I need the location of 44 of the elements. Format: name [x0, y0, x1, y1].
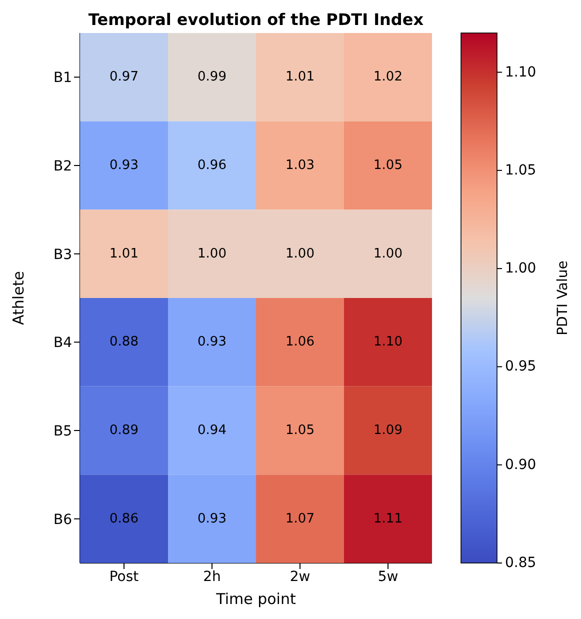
- color-bar-title: PDTI Value: [555, 260, 571, 336]
- data-label: 0.93: [198, 334, 226, 350]
- color-bar-label: 1.10: [505, 64, 536, 80]
- data-label: 0.89: [110, 423, 138, 438]
- color-bar-label: 1.00: [505, 260, 536, 277]
- data-label: 1.02: [374, 70, 402, 85]
- data-label: 0.93: [110, 158, 138, 173]
- data-label: 1.01: [110, 246, 138, 262]
- y-tick-label: B1: [53, 70, 72, 86]
- data-label: 1.06: [286, 334, 314, 350]
- x-tick-label: 2w: [290, 568, 310, 585]
- y-tick-label: B6: [53, 512, 72, 528]
- y-tick-label: B2: [53, 158, 72, 174]
- data-label: 0.88: [110, 334, 138, 350]
- data-label: 1.01: [286, 70, 314, 85]
- data-label: 1.00: [374, 246, 402, 262]
- data-label: 0.94: [198, 423, 226, 438]
- data-label: 1.00: [198, 246, 226, 262]
- data-label: 1.07: [286, 511, 314, 526]
- color-bar-label: 0.90: [505, 456, 536, 473]
- data-label: 0.97: [110, 70, 138, 85]
- data-label: 0.86: [110, 511, 138, 526]
- data-label: 1.05: [374, 158, 402, 173]
- data-label: 1.11: [374, 511, 402, 526]
- data-label: 0.96: [198, 158, 226, 173]
- chart-title: Temporal evolution of the PDTI Index: [87, 10, 425, 29]
- x-tick-label: 5w: [378, 568, 398, 585]
- data-label: 0.93: [198, 511, 226, 526]
- y-tick-label: B5: [53, 423, 72, 440]
- color-bar-label: 0.85: [505, 555, 536, 571]
- x-tick-label: Post: [109, 568, 140, 585]
- y-axis-title: Athlete: [9, 271, 28, 325]
- data-label: 1.00: [286, 246, 314, 262]
- data-label: 1.09: [374, 423, 402, 438]
- data-label: 1.03: [286, 158, 314, 173]
- y-tick-label: B4: [53, 335, 72, 352]
- data-label: 1.05: [286, 423, 314, 438]
- color-bar-label: 1.05: [505, 162, 536, 178]
- x-axis-title: Time point: [215, 590, 296, 608]
- y-tick-label: B3: [53, 246, 72, 263]
- data-label: 1.10: [374, 334, 402, 350]
- x-tick-label: 2h: [203, 568, 221, 585]
- data-label: 0.99: [198, 70, 226, 85]
- color-bar-label: 0.95: [505, 358, 536, 375]
